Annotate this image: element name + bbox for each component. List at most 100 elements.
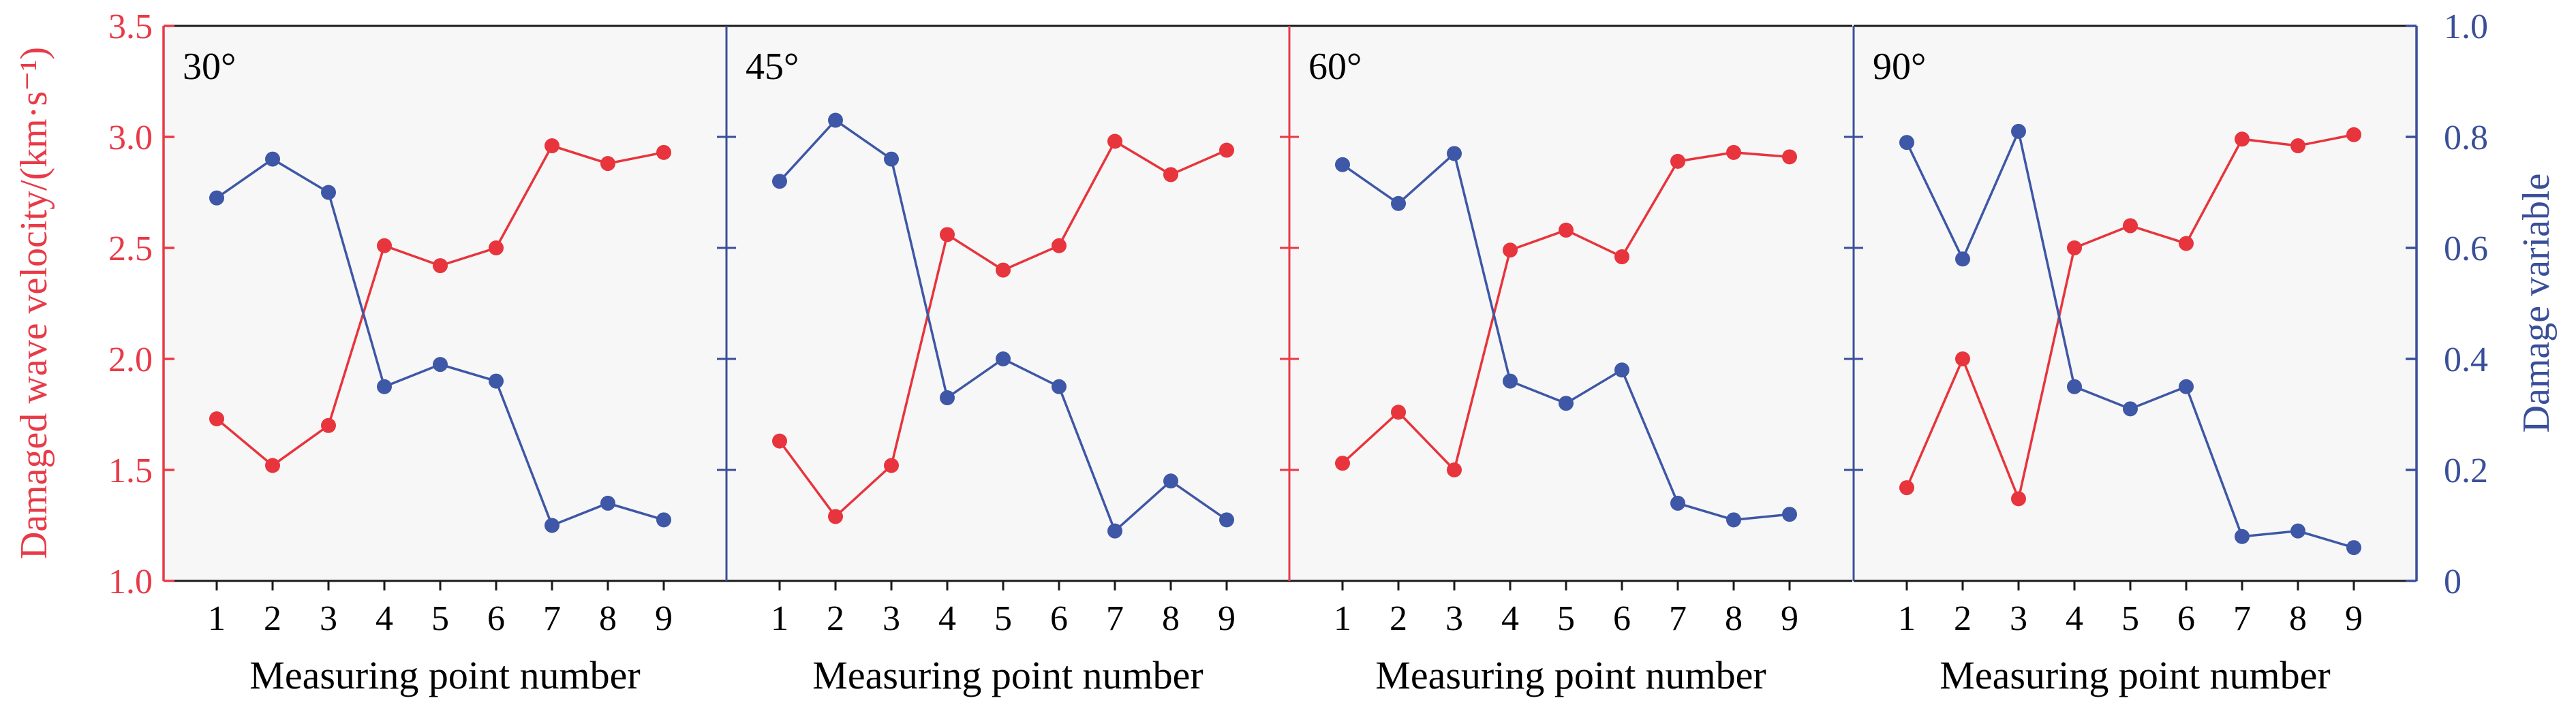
velocity-point xyxy=(2346,127,2361,142)
x-tick-label: 3 xyxy=(1445,599,1463,638)
x-tick-label: 9 xyxy=(655,599,673,638)
x-axis-title: Measuring point number xyxy=(1375,653,1766,697)
damage-point xyxy=(1670,495,1685,511)
velocity-point xyxy=(489,240,504,255)
damage-point xyxy=(940,390,955,406)
velocity-point xyxy=(828,509,843,524)
velocity-point xyxy=(545,138,559,154)
damage-point xyxy=(1955,251,1970,267)
right-y-tick-label: 0.8 xyxy=(2444,118,2488,157)
velocity-point xyxy=(2123,218,2138,234)
damage-point xyxy=(1782,507,1797,522)
x-axis-title: Measuring point number xyxy=(1939,653,2330,697)
velocity-point xyxy=(265,458,280,473)
velocity-point xyxy=(377,238,392,253)
right-y-tick-label: 0.2 xyxy=(2444,452,2488,490)
damage-point xyxy=(2346,540,2361,556)
right-y-axis-title: Damage variable xyxy=(2515,174,2558,433)
damage-point xyxy=(1503,373,1518,389)
x-tick-label: 6 xyxy=(1050,599,1068,638)
velocity-point xyxy=(1726,144,1741,160)
velocity-point xyxy=(2067,240,2082,255)
x-tick-label: 8 xyxy=(599,599,617,638)
panel-background xyxy=(164,26,726,581)
x-tick-label: 6 xyxy=(487,599,505,638)
right-y-tick-label: 0.4 xyxy=(2444,341,2488,379)
x-tick-label: 6 xyxy=(2177,599,2195,638)
damage-point xyxy=(2067,379,2082,394)
damage-point xyxy=(1052,379,1067,394)
velocity-point xyxy=(1163,167,1178,183)
damage-point xyxy=(1614,362,1629,378)
velocity-point xyxy=(1955,351,1970,366)
velocity-point xyxy=(209,411,224,427)
panel-background xyxy=(1289,26,1852,581)
right-y-axis: 0 0.2 0.4 0.6 0.8 1.0 xyxy=(2406,7,2488,601)
x-tick-label: 6 xyxy=(1613,599,1631,638)
damage-point xyxy=(377,379,392,394)
velocity-point xyxy=(321,417,336,433)
panel: 1 2 3 4 5 6 7 8 9 Measuring point number 30° xyxy=(164,25,726,697)
x-tick-label: 3 xyxy=(2010,599,2027,638)
x-tick-label: 3 xyxy=(883,599,900,638)
x-tick-label: 5 xyxy=(994,599,1012,638)
x-tick-label: 7 xyxy=(2233,599,2251,638)
velocity-point xyxy=(433,258,448,274)
velocity-point xyxy=(2179,236,2194,251)
x-tick-label: 7 xyxy=(1669,599,1687,638)
x-tick-label: 8 xyxy=(1725,599,1743,638)
damage-point xyxy=(209,190,224,206)
damage-point xyxy=(884,151,899,167)
x-tick-label: 2 xyxy=(1954,599,1972,638)
x-tick-label: 9 xyxy=(2345,599,2363,638)
damage-point xyxy=(1163,473,1178,489)
damage-point xyxy=(433,357,448,373)
x-tick-label: 5 xyxy=(2121,599,2139,638)
velocity-point xyxy=(1614,249,1629,265)
velocity-point xyxy=(1391,405,1406,420)
damage-point xyxy=(1391,195,1406,211)
x-tick-label: 8 xyxy=(1162,599,1180,638)
velocity-point xyxy=(1782,149,1797,165)
velocity-point xyxy=(2290,138,2305,154)
damage-point xyxy=(2235,528,2250,544)
right-y-tick-label: 1.0 xyxy=(2444,7,2488,46)
velocity-point xyxy=(1219,142,1234,158)
x-tick-label: 1 xyxy=(771,599,788,638)
left-y-axis-title: Damaged wave velocity/(km·s⁻¹) xyxy=(13,47,55,559)
velocity-point xyxy=(1107,133,1122,149)
velocity-point xyxy=(600,156,615,172)
velocity-point xyxy=(996,262,1011,278)
damage-point xyxy=(2123,401,2138,417)
x-tick-label: 9 xyxy=(1781,599,1798,638)
damage-point xyxy=(600,495,615,511)
x-tick-label: 1 xyxy=(1898,599,1916,638)
damage-point xyxy=(2179,379,2194,394)
x-tick-label: 4 xyxy=(2066,599,2083,638)
damage-point xyxy=(1899,135,1914,151)
damage-point xyxy=(1447,146,1462,161)
x-tick-label: 1 xyxy=(208,599,226,638)
x-tick-label: 2 xyxy=(827,599,844,638)
panel: 1 2 3 4 5 6 7 8 9 Measuring point number 45° xyxy=(717,25,1289,697)
velocity-point xyxy=(1052,238,1067,253)
damage-point xyxy=(265,151,280,167)
damage-point xyxy=(1219,512,1234,528)
left-y-tick-label: 3.5 xyxy=(108,7,153,46)
left-y-axis: 1.0 1.5 2.0 2.5 3.0 3.5 xyxy=(108,7,174,601)
x-axis-title: Measuring point number xyxy=(812,653,1203,697)
velocity-point xyxy=(1559,222,1574,238)
x-axis-title: Measuring point number xyxy=(249,653,640,697)
x-tick-label: 2 xyxy=(1390,599,1407,638)
damage-point xyxy=(828,112,843,128)
x-tick-label: 5 xyxy=(431,599,449,638)
velocity-point xyxy=(1335,456,1350,471)
x-tick-label: 1 xyxy=(1334,599,1351,638)
velocity-point xyxy=(940,227,955,242)
x-tick-label: 4 xyxy=(375,599,393,638)
damage-point xyxy=(545,518,559,533)
velocity-point xyxy=(772,433,787,449)
panel-label: 45° xyxy=(746,46,799,88)
left-y-tick-label: 3.0 xyxy=(108,118,153,157)
